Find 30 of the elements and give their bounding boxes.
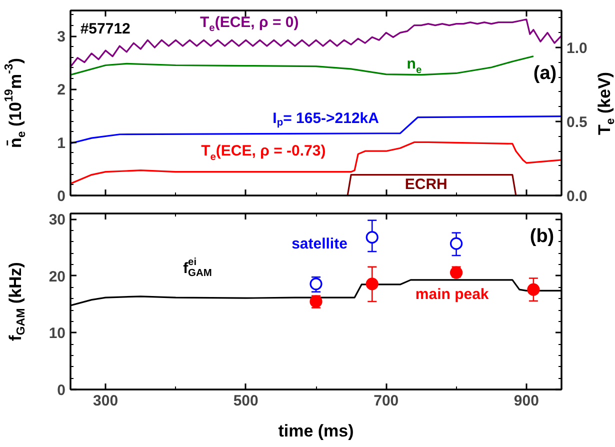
y-tick-label: 0 <box>57 382 66 399</box>
y-tick-label: 1 <box>57 134 66 152</box>
y2-tick-label: 0.5 <box>566 114 588 131</box>
y-tick-label: 3 <box>57 28 66 46</box>
point <box>527 283 540 296</box>
y2-tick-label: 0.0 <box>566 188 588 205</box>
y2-axis-title: Te (keV) <box>595 72 615 136</box>
annotation: #57712 <box>80 20 130 38</box>
annotation: (a) <box>533 62 557 84</box>
x-tick-label: 700 <box>374 392 399 410</box>
y-axis-title: fGAM (kHz) <box>6 262 28 341</box>
series-label: main peak <box>415 286 490 304</box>
point <box>450 237 463 250</box>
point <box>366 231 378 244</box>
y-tick-label: 2 <box>57 82 66 99</box>
x-axis-title: time (ms) <box>278 422 354 440</box>
y-axis-title: n̄e (1019m-3) <box>2 58 28 148</box>
y-tick-label: 30 <box>48 212 66 229</box>
series-label: satellite <box>292 236 348 253</box>
x-tick-label: 900 <box>514 392 539 410</box>
x-tick-label: 300 <box>93 392 118 410</box>
y2-tick-label: 1.0 <box>566 40 588 57</box>
y-tick-label: 20 <box>48 268 66 286</box>
x-tick-label: 500 <box>233 392 258 410</box>
series-label: ECRH <box>404 176 448 193</box>
line-series <box>70 55 534 76</box>
annotation: (b) <box>530 226 554 247</box>
y-tick-label: 0 <box>57 188 66 205</box>
point <box>366 278 378 290</box>
y-tick-label: 10 <box>48 325 66 342</box>
